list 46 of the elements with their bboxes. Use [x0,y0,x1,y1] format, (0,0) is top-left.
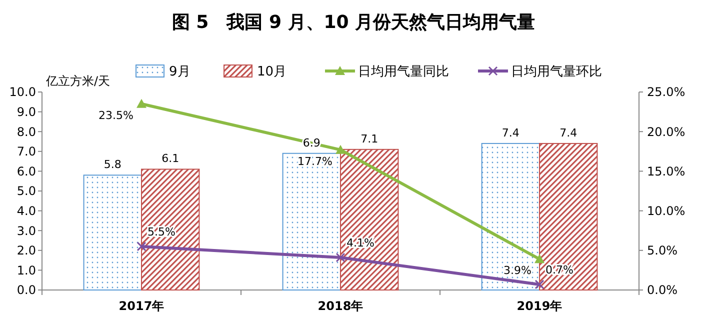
data-label: 17.7% [298,154,332,168]
legend-label: 日均用气量环比 [511,64,602,80]
y-tick-label: 10.0 [9,85,36,100]
legend-label: 日均用气量同比 [358,64,449,80]
y-tick-label: 0.0 [16,283,36,298]
point [336,144,346,154]
point [336,252,346,262]
y2-tick-label: 10.0% [647,204,686,218]
y-axis-title: 亿立方米/天 [45,74,110,88]
data-label: 5.8 [104,158,122,172]
chart-title: 图 5 我国 9 月、10 月份天然气日均用气量 [172,12,536,33]
y2-tick-label: 25.0% [647,85,686,100]
bar [141,168,200,290]
data-label: 23.5% [98,108,134,122]
data-label: 3.9% [504,264,532,278]
bar [83,174,142,290]
data-label: 6.1 [162,152,180,166]
point [534,280,544,290]
data-label: 7.1 [360,132,378,146]
bar [340,148,399,290]
y-tick-label: 9.0 [16,105,36,119]
y-tick-label: 3.0 [16,224,36,238]
legend-label: 10月 [257,64,287,80]
y-tick-label: 6.0 [16,164,36,178]
bar [282,152,341,290]
point [136,242,146,252]
y2-tick-label: 20.0% [647,124,686,139]
legend-label: 9月 [169,64,190,80]
data-label: 7.4 [560,126,578,140]
point [534,254,544,264]
bar [539,142,598,290]
y-tick-label: 5.0 [16,184,36,198]
y-tick-label: 8.0 [16,124,36,139]
y-tick-label: 4.0 [16,204,36,218]
y-tick-label: 2.0 [16,244,36,258]
y2-tick-label: 0.0% [647,283,678,298]
y2-tick-label: 5.0% [647,244,678,258]
y-tick-label: 1.0 [16,263,36,278]
y2-tick-label: 15.0% [647,164,686,178]
data-label: 7.4 [502,126,520,140]
bar [481,142,540,290]
x-tick-label: 2017年 [118,299,164,313]
point [136,98,146,108]
y-tick-label: 7.0 [16,144,36,159]
x-tick-label: 2019年 [516,299,562,313]
x-tick-label: 2018年 [318,299,364,313]
